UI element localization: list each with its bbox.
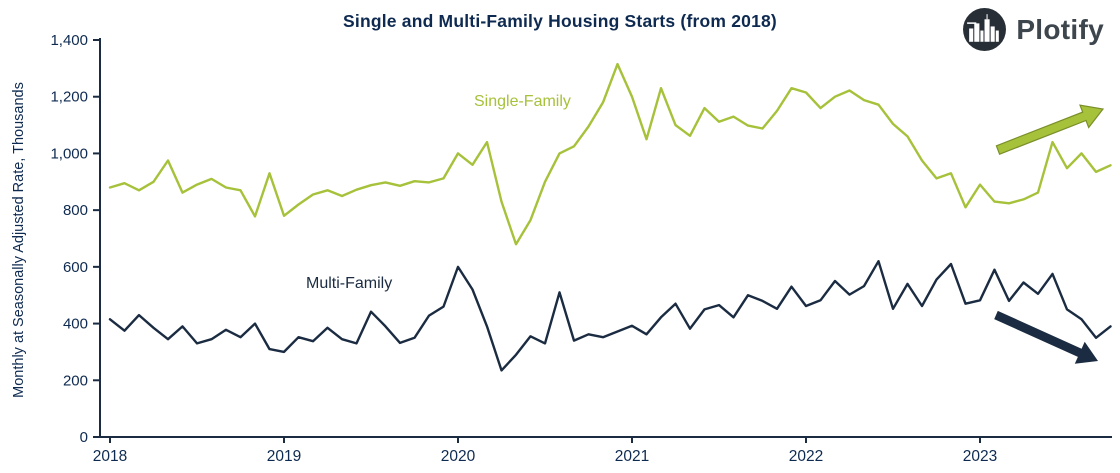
uptrend-arrow-icon: [995, 104, 1105, 155]
x-tick-label: 2020: [441, 448, 476, 465]
multi-family-series-label: Multi-Family: [306, 275, 392, 292]
city-skyline-icon: [963, 8, 1007, 51]
downtrend-arrow-icon: [994, 310, 1098, 364]
multi-family-line: [108, 260, 1112, 372]
y-axis-label: Monthly at Seasonally Adjusted Rate, Tho…: [11, 82, 27, 398]
chart-generated-layer: 0 200 400 600 800 1,000 1,200 1,400 2018 2019 2020…: [50, 32, 1112, 465]
y-tick-label: 1,000: [50, 145, 88, 162]
y-tick-label: 0: [80, 429, 88, 446]
plotify-logo: Plotify: [956, 7, 1104, 52]
y-tick-label: 400: [63, 316, 88, 333]
x-tick-label: 2022: [789, 448, 823, 465]
brand-name: Plotify: [1016, 13, 1104, 45]
x-tick-label: 2018: [93, 448, 127, 465]
x-tick-label: 2019: [267, 448, 301, 465]
single-family-line: [108, 62, 1112, 246]
y-tick-label: 800: [63, 202, 88, 219]
y-tick-label: 200: [63, 372, 88, 389]
y-tick-label: 1,200: [50, 89, 88, 106]
y-tick-label: 1,400: [50, 32, 88, 49]
y-tick-label: 600: [63, 259, 88, 276]
x-tick-label: 2021: [615, 448, 649, 465]
chart-title: Single and Multi-Family Housing Starts (…: [343, 11, 777, 31]
single-family-series-label: Single-Family: [474, 93, 571, 110]
x-tick-label: 2023: [963, 448, 997, 465]
